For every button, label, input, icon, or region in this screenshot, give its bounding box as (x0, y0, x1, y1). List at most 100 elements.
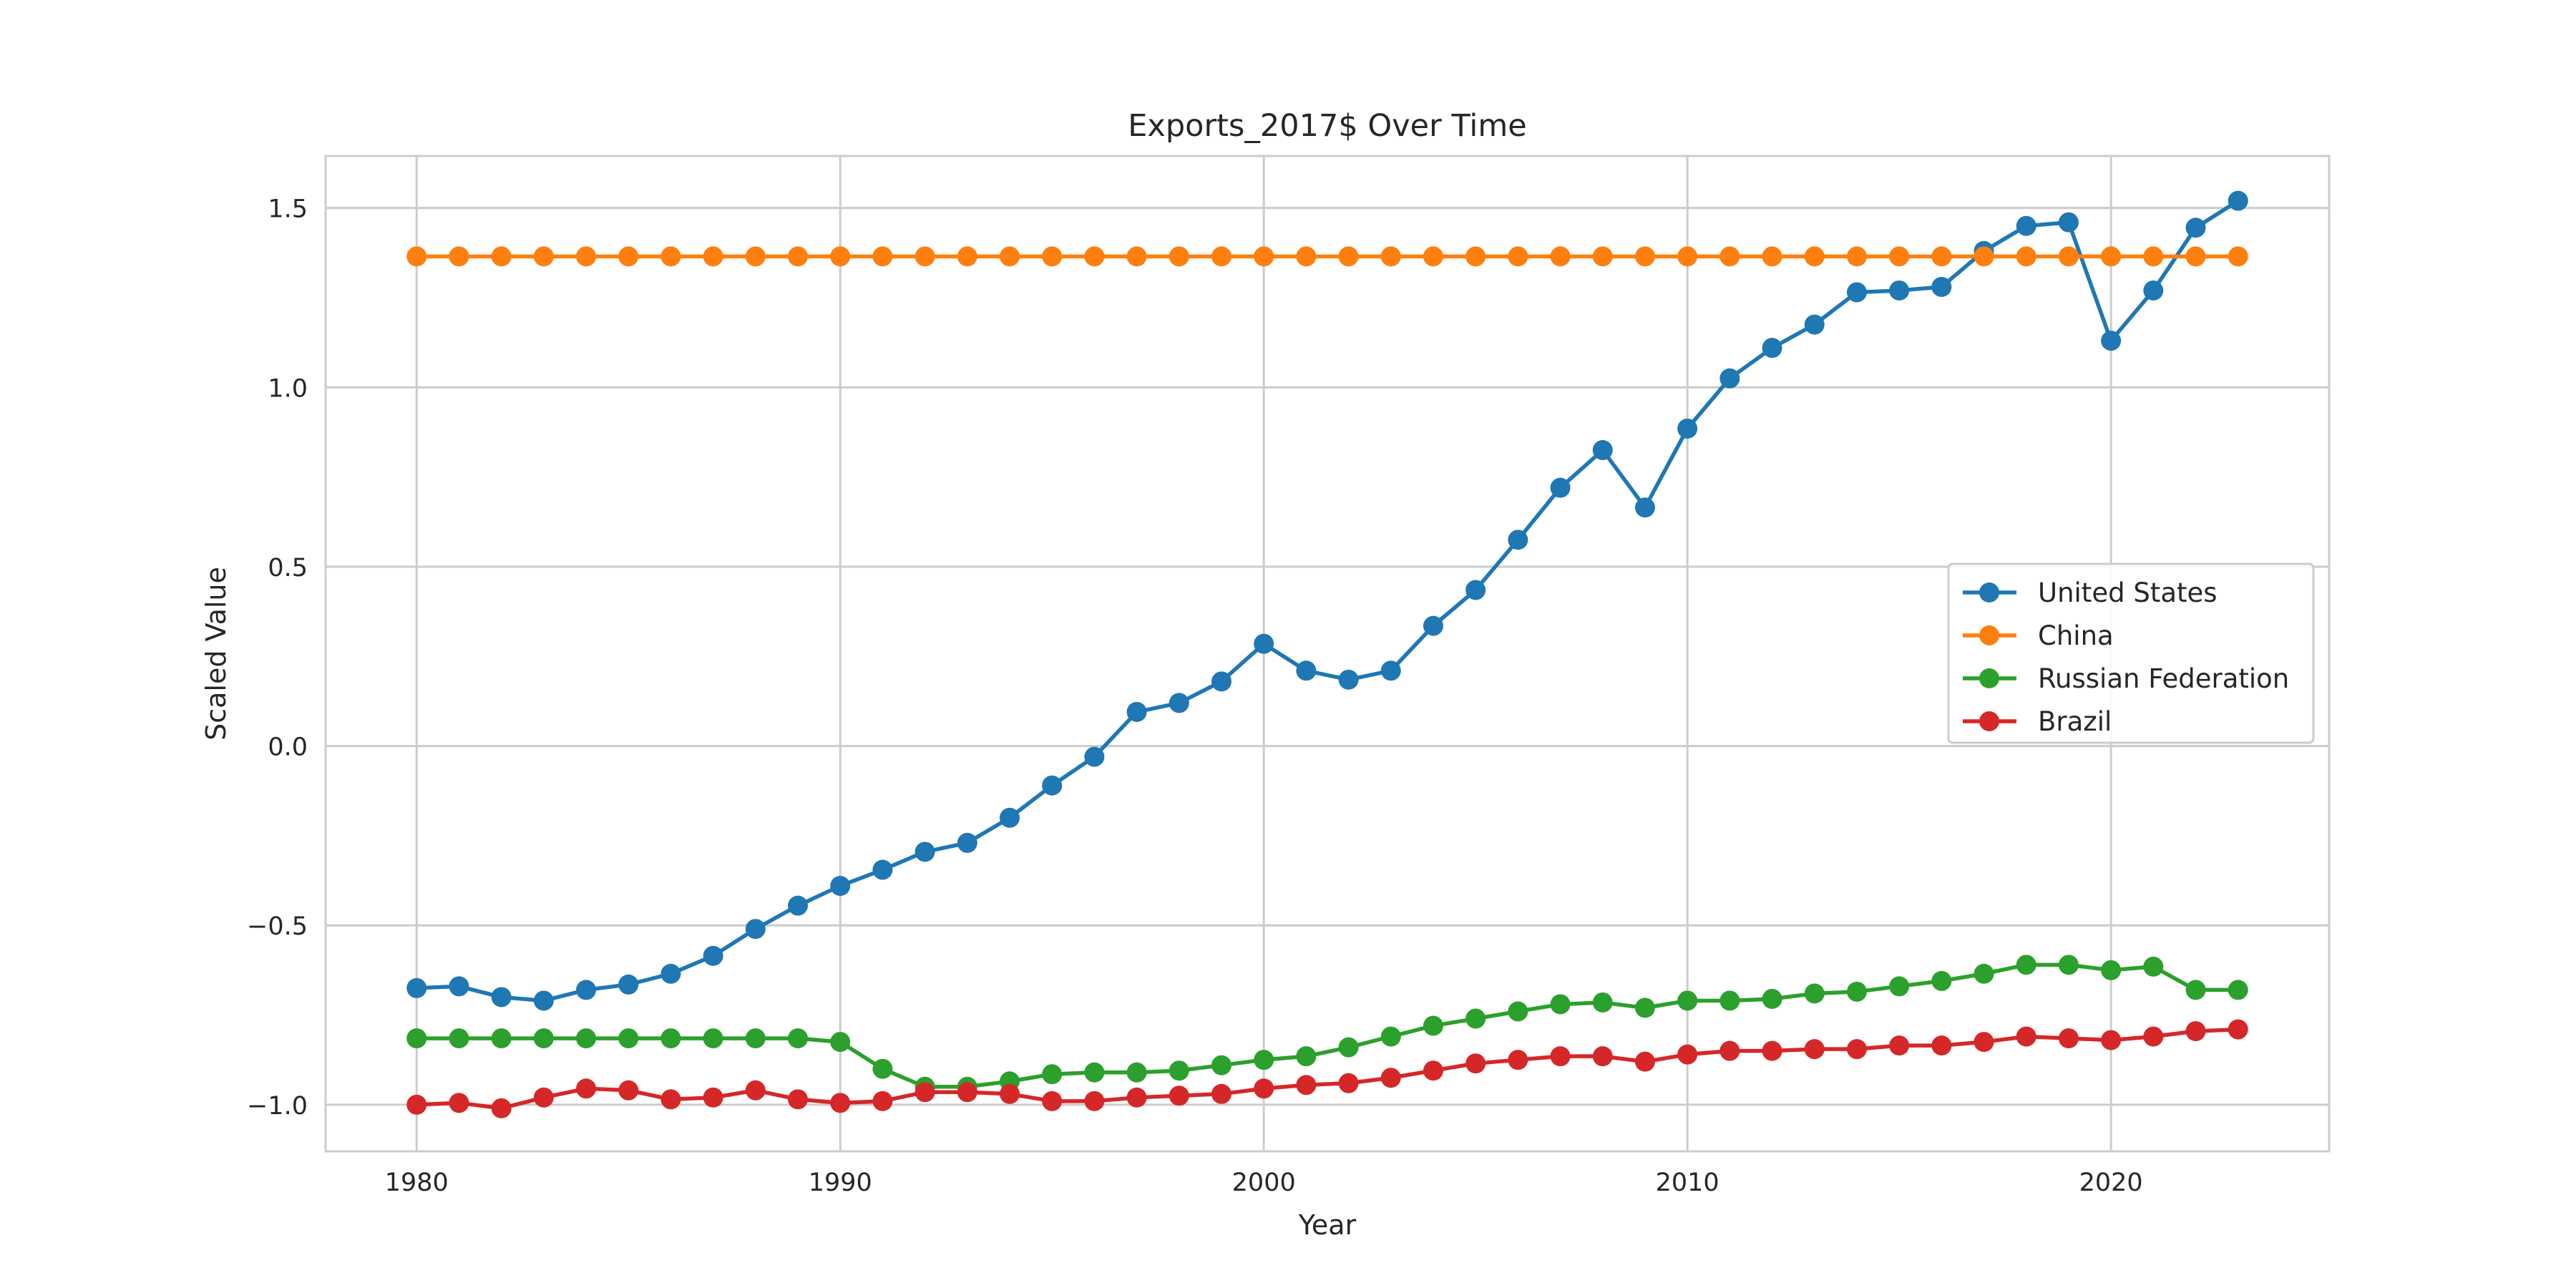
data-point (1634, 246, 1655, 267)
data-point (406, 246, 427, 267)
data-point (872, 1058, 893, 1079)
legend-marker (1979, 711, 1999, 731)
data-point (1169, 693, 1189, 713)
data-point (1211, 246, 1232, 267)
data-point (491, 987, 512, 1008)
legend-label: China (2038, 620, 2114, 651)
data-point (660, 963, 681, 984)
data-point (745, 919, 766, 940)
legend-item: United States (1963, 577, 2218, 608)
data-point (449, 976, 469, 997)
data-point (1423, 246, 1443, 267)
data-point (1126, 1087, 1147, 1108)
data-point (1338, 246, 1359, 267)
data-point (745, 1080, 766, 1101)
series-russian-federation (406, 955, 2248, 1097)
data-point (788, 246, 809, 267)
data-point (1889, 1035, 1910, 1056)
data-point (1634, 997, 1655, 1018)
data-point (1254, 1050, 1274, 1070)
data-point (1211, 1055, 1232, 1075)
data-point (2058, 955, 2079, 975)
data-point (1550, 1046, 1571, 1067)
data-point (1550, 477, 1571, 498)
data-point (1465, 580, 1486, 600)
legend-marker (1979, 625, 1999, 645)
data-point (914, 841, 935, 862)
data-point (914, 1082, 935, 1103)
data-point (1931, 246, 1952, 267)
data-point (1084, 1091, 1105, 1111)
data-point (1508, 1050, 1528, 1070)
data-point (2185, 980, 2206, 1000)
data-point (1211, 1083, 1232, 1104)
x-tick-label: 2010 (1656, 1169, 1719, 1197)
data-point (1169, 1085, 1189, 1106)
data-point (957, 246, 977, 267)
data-point (2058, 1028, 2079, 1049)
x-tick-label: 1980 (385, 1169, 449, 1197)
data-point (745, 1028, 766, 1049)
data-point (2101, 331, 2122, 351)
data-point (1550, 246, 1571, 267)
data-point (703, 1087, 723, 1108)
data-point (1042, 775, 1063, 796)
data-point (1084, 1062, 1105, 1083)
data-point (1931, 276, 1952, 297)
series-united-states (406, 190, 2248, 1011)
data-point (703, 945, 723, 966)
data-point (1380, 1026, 1401, 1047)
data-point (1465, 1008, 1486, 1029)
data-point (830, 246, 851, 267)
data-point (1126, 701, 1147, 722)
data-point (1974, 963, 1994, 984)
legend-marker (1979, 582, 1999, 602)
data-point (788, 895, 809, 916)
data-point (1423, 1015, 1443, 1036)
legend: United States China Russian Federation Braz… (1947, 562, 2315, 744)
data-point (2016, 1026, 2036, 1047)
data-point (491, 1098, 512, 1118)
data-point (1042, 246, 1063, 267)
data-point (1084, 746, 1105, 767)
data-point (2016, 215, 2036, 236)
data-point (618, 1028, 639, 1049)
data-point (533, 1028, 554, 1049)
data-point (1338, 1037, 1359, 1058)
data-point (1126, 246, 1147, 267)
data-point (872, 859, 893, 880)
data-point (2101, 1030, 2122, 1050)
data-point (830, 1032, 851, 1053)
data-point (618, 1080, 639, 1101)
tick-labels: 1980 1990 2000 2010 2020 −1.0 −0.5 0.0 0.5 1.0 1.5 (247, 195, 2143, 1197)
chart-title: Exports_2017$ Over Time (1128, 108, 1526, 144)
data-point (1931, 1035, 1952, 1056)
data-point (1508, 246, 1528, 267)
y-axis-label: Scaled Value (200, 567, 232, 741)
y-tick-label: 0.5 (268, 554, 308, 582)
data-point (830, 876, 851, 897)
data-point (1804, 1039, 1825, 1060)
legend-item: Russian Federation (1963, 663, 2289, 694)
data-point (1000, 246, 1020, 267)
data-point (1677, 418, 1698, 439)
y-tick-label: 1.5 (268, 195, 308, 224)
data-point (2101, 960, 2122, 980)
plot-area-frame (324, 155, 2331, 1153)
data-point (1846, 246, 1867, 267)
data-point (1677, 246, 1698, 267)
data-point (1804, 246, 1825, 267)
y-tick-label: −1.0 (247, 1092, 308, 1121)
data-point (533, 1087, 554, 1108)
data-point (1846, 981, 1867, 1002)
data-point (957, 1082, 977, 1103)
data-point (1677, 990, 1698, 1011)
data-point (1846, 282, 1867, 303)
data-point (449, 1093, 469, 1113)
data-point (1550, 994, 1571, 1015)
data-point (1762, 1040, 1782, 1061)
data-point (2185, 1021, 2206, 1042)
data-point (1592, 992, 1613, 1013)
data-point (1254, 633, 1274, 654)
